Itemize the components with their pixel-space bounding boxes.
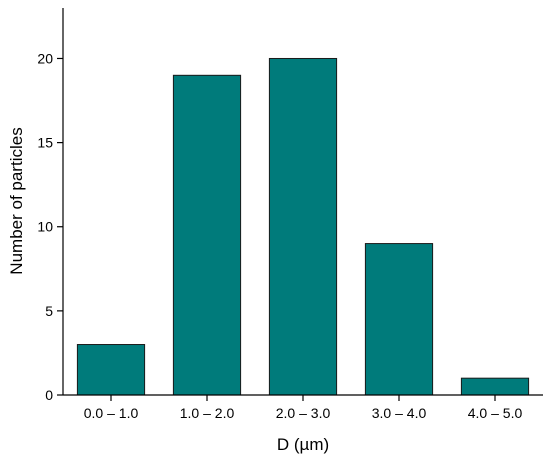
y-axis-title: Number of particles bbox=[7, 127, 26, 274]
bar-5 bbox=[460, 377, 530, 396]
bars-group bbox=[76, 57, 530, 396]
x-axis-title: D (µm) bbox=[277, 435, 329, 454]
y-ticks-group: 0 5 10 15 20 bbox=[37, 50, 63, 403]
x-tick-label: 4.0 – 5.0 bbox=[468, 405, 523, 421]
y-tick-label: 5 bbox=[45, 303, 53, 319]
x-ticks-group: 0.0 – 1.0 1.0 – 2.0 2.0 – 3.0 3.0 – 4.0 4.0 … bbox=[84, 395, 523, 421]
y-tick-label: 0 bbox=[45, 387, 53, 403]
bar-3 bbox=[268, 57, 338, 396]
bar-4 bbox=[364, 243, 434, 396]
bar-1 bbox=[76, 344, 146, 396]
y-tick-label: 20 bbox=[37, 50, 53, 66]
y-tick-label: 15 bbox=[37, 135, 53, 151]
x-tick-label: 0.0 – 1.0 bbox=[84, 405, 139, 421]
x-tick-label: 3.0 – 4.0 bbox=[372, 405, 427, 421]
y-tick-label: 10 bbox=[37, 219, 53, 235]
bar-2 bbox=[172, 74, 242, 396]
x-tick-label: 2.0 – 3.0 bbox=[276, 405, 331, 421]
x-tick-label: 1.0 – 2.0 bbox=[180, 405, 235, 421]
